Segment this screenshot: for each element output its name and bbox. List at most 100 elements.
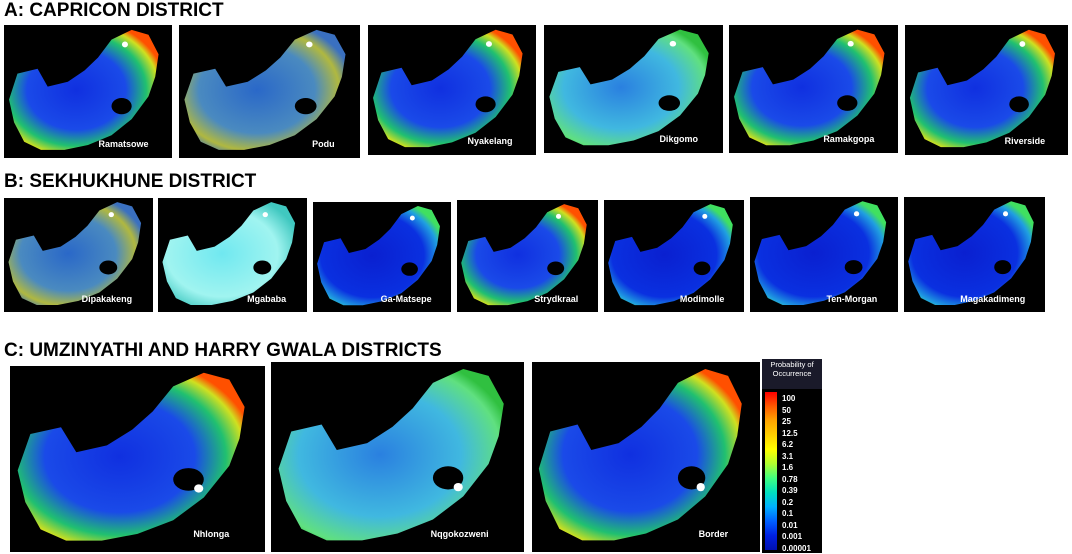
map	[317, 206, 440, 306]
section-title: B: SEKHUKHUNE DISTRICT	[4, 171, 257, 192]
section-title: C: UMZINYATHI AND HARRY GWALA DISTRICTS	[4, 340, 442, 361]
country-shape	[373, 29, 523, 148]
lesotho	[693, 261, 711, 276]
legend-label: 6.2	[782, 440, 794, 450]
legend-label: 100	[782, 394, 796, 403]
legend-title: Probability of Occurrence	[762, 359, 822, 389]
map-panel: Dikgomo	[544, 25, 723, 153]
map-panel: Podu	[179, 25, 360, 158]
map	[538, 368, 742, 541]
site-marker	[453, 482, 463, 492]
map-panel: Nhlonga	[10, 366, 265, 552]
panel-label: Mgababa	[247, 294, 287, 305]
country-shape	[461, 204, 587, 306]
lesotho	[432, 466, 464, 490]
country-shape	[608, 204, 733, 306]
site-marker	[1002, 211, 1009, 217]
country-shape	[317, 206, 440, 306]
map-panel: Nyakelang	[368, 25, 536, 155]
site-marker	[853, 211, 860, 217]
map-panel: Modimolle	[604, 200, 744, 312]
map	[754, 201, 887, 305]
lesotho	[173, 468, 204, 491]
country-shape	[17, 372, 245, 541]
map	[162, 202, 296, 306]
map-panel: Ramakgopa	[729, 25, 898, 153]
map-panel: Ten-Morgan	[750, 197, 898, 312]
map-panel: Magakadimeng	[904, 197, 1045, 312]
panel-label: Nyakelang	[467, 135, 513, 146]
country-shape	[8, 202, 142, 306]
color-bar	[765, 392, 777, 550]
map	[734, 29, 885, 146]
map-panel: Riverside	[905, 25, 1068, 155]
site-marker	[121, 41, 128, 48]
site-marker	[485, 41, 492, 47]
site-marker	[555, 213, 562, 219]
panel-label: Ga-Matsepe	[380, 294, 432, 305]
country-shape	[538, 368, 742, 541]
panel-label: Nqgokozweni	[430, 528, 489, 539]
legend-label: 50	[782, 405, 791, 415]
panel-label: Dipakakeng	[81, 294, 133, 305]
country-shape	[754, 201, 887, 305]
lesotho	[1009, 96, 1029, 113]
country-shape	[278, 368, 504, 541]
site-marker	[306, 41, 313, 48]
site-marker	[409, 215, 415, 221]
map	[608, 204, 733, 306]
site-marker	[847, 40, 854, 47]
lesotho	[658, 95, 681, 111]
map	[9, 29, 159, 150]
map	[908, 201, 1034, 305]
site-marker	[669, 40, 677, 47]
panel-label: Ten-Morgan	[826, 293, 878, 304]
panel-label: Ramakgopa	[823, 134, 875, 145]
map	[8, 202, 142, 306]
legend-label: 3.1	[782, 451, 794, 461]
legend-label: 0.00001	[782, 544, 811, 553]
country-shape	[909, 29, 1055, 148]
legend-label: 0.01	[782, 520, 798, 530]
lesotho	[837, 95, 858, 111]
site-marker	[108, 212, 114, 218]
panel-label: Strydkraal	[534, 294, 579, 305]
lesotho	[475, 96, 496, 113]
section-title: A: CAPRICON DISTRICT	[4, 0, 224, 21]
lesotho	[844, 260, 863, 275]
panel-label: Modimolle	[679, 294, 725, 305]
map-panel: Mgababa	[158, 198, 307, 312]
site-marker	[696, 482, 705, 492]
map-panel: Dipakakeng	[4, 198, 153, 312]
lesotho	[994, 260, 1012, 275]
map	[373, 29, 523, 148]
panel-label: Riverside	[1004, 135, 1046, 146]
panel-label: Dikgomo	[659, 134, 698, 145]
legend-label: 0.1	[782, 509, 794, 519]
legend-label: 25	[782, 417, 791, 427]
map	[549, 29, 709, 146]
site-marker	[1019, 41, 1026, 47]
map	[278, 368, 504, 541]
site-marker	[262, 212, 268, 218]
lesotho	[294, 97, 317, 115]
country-shape	[908, 201, 1034, 305]
lesotho	[547, 261, 565, 276]
map	[909, 29, 1055, 148]
panel-label: Podu	[312, 138, 335, 149]
legend-label: 0.2	[782, 497, 794, 507]
map-panel: Strydkraal	[457, 200, 598, 312]
panel-label: Nhlonga	[193, 528, 230, 539]
site-marker	[194, 484, 204, 493]
lesotho	[677, 466, 706, 490]
map	[17, 372, 245, 541]
lesotho	[111, 97, 132, 115]
map-panel: Nqgokozweni	[271, 362, 524, 552]
country-shape	[549, 29, 709, 146]
legend-label: 0.001	[782, 532, 803, 542]
legend-label: 12.5	[782, 428, 798, 438]
country-shape	[9, 29, 159, 150]
legend-label: 0.39	[782, 486, 798, 496]
panel-label: Ramatsowe	[98, 138, 149, 149]
